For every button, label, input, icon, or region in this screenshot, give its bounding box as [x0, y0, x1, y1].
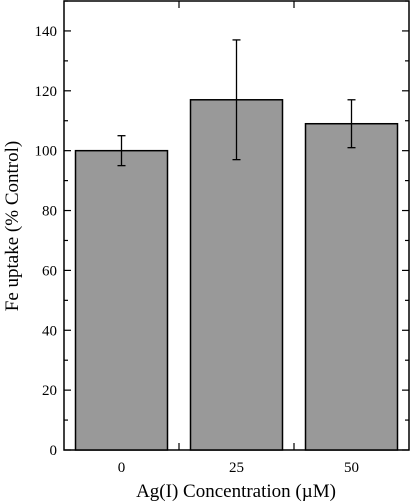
- y-tick-label: 0: [50, 443, 58, 459]
- y-tick-label: 60: [42, 263, 57, 279]
- y-tick-label: 100: [35, 144, 58, 160]
- x-axis-label: Ag(I) Concentration (µM): [136, 481, 336, 502]
- x-tick-label: 25: [229, 460, 244, 476]
- y-tick-label: 140: [35, 24, 58, 40]
- bars: [74, 99, 399, 451]
- x-tick-label: 0: [118, 460, 126, 476]
- y-axis-label: Fe uptake (% Control): [2, 141, 23, 311]
- x-tick-labels: 0 25 50: [118, 460, 359, 476]
- y-tick-label: 80: [42, 204, 57, 220]
- bar-50: [304, 122, 399, 451]
- y-tick-labels: 0 20 40 60 80 100 120 140: [35, 24, 58, 459]
- axis-ticks: [64, 0, 409, 451]
- y-tick-label: 40: [42, 323, 57, 339]
- y-tick-label: 20: [42, 383, 57, 399]
- y-tick-label: 120: [35, 84, 58, 100]
- error-bars: [117, 39, 356, 167]
- bar-0: [74, 149, 169, 451]
- x-tick-label: 50: [344, 460, 359, 476]
